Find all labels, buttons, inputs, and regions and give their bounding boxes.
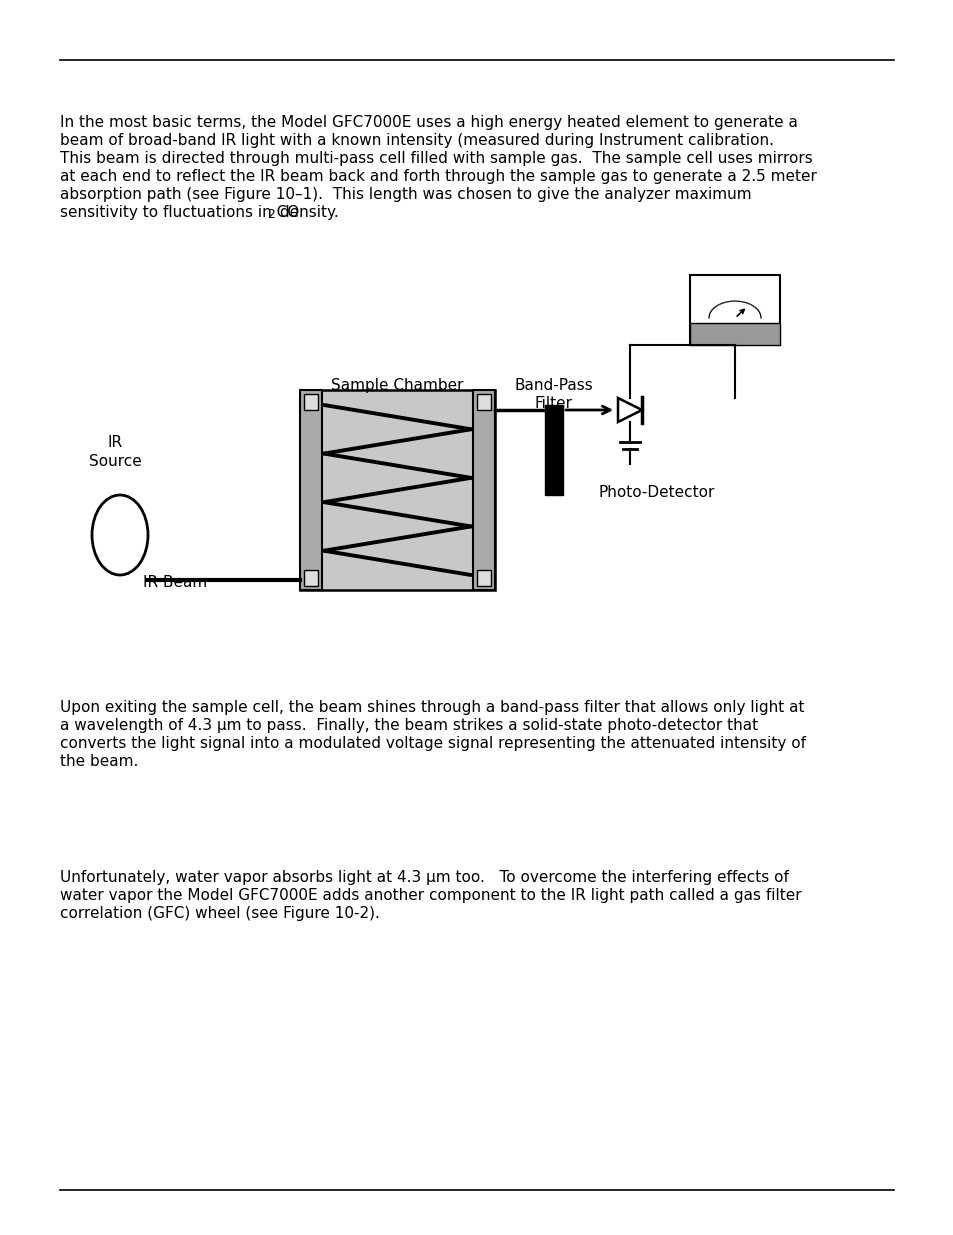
Text: Band-Pass: Band-Pass [514,378,593,393]
Text: correlation (GFC) wheel (see Figure 10-2).: correlation (GFC) wheel (see Figure 10-2… [60,906,379,921]
Text: In the most basic terms, the Model GFC7000E uses a high energy heated element to: In the most basic terms, the Model GFC70… [60,115,797,130]
Polygon shape [618,398,641,422]
Bar [304,394,317,410]
Text: Unfortunately, water vapor absorbs light at 4.3 μm too.   To overcome the interf: Unfortunately, water vapor absorbs light… [60,869,788,885]
Text: 2: 2 [267,207,274,221]
Text: Upon exiting the sample cell, the beam shines through a band-pass filter that al: Upon exiting the sample cell, the beam s… [60,700,803,715]
Bar [544,405,562,495]
Text: a wavelength of 4.3 μm to pass.  Finally, the beam strikes a solid-state photo-d: a wavelength of 4.3 μm to pass. Finally,… [60,718,758,734]
Bar [299,390,495,590]
Text: Sample Chamber: Sample Chamber [331,378,463,393]
Text: Photo-Detector: Photo-Detector [598,485,715,500]
Text: beam of broad-band IR light with a known intensity (measured during Instrument c: beam of broad-band IR light with a known… [60,133,773,148]
Bar [304,571,317,585]
Ellipse shape [91,495,148,576]
Text: IR
Source: IR Source [89,435,141,468]
Text: IR Beam: IR Beam [143,576,207,590]
Bar [476,394,491,410]
Text: density.: density. [274,205,338,220]
Text: converts the light signal into a modulated voltage signal representing the atten: converts the light signal into a modulat… [60,736,805,751]
Text: water vapor the Model GFC7000E adds another component to the IR light path calle: water vapor the Model GFC7000E adds anot… [60,888,801,903]
Text: the beam.: the beam. [60,755,138,769]
Text: Filter: Filter [535,396,573,411]
Text: This beam is directed through multi-pass cell filled with sample gas.  The sampl: This beam is directed through multi-pass… [60,151,812,165]
Bar [473,390,495,590]
Text: absorption path (see Figure 10–1).  This length was chosen to give the analyzer : absorption path (see Figure 10–1). This … [60,186,751,203]
Bar [689,324,780,345]
Text: at each end to reflect the IR beam back and forth through the sample gas to gene: at each end to reflect the IR beam back … [60,169,816,184]
Text: sensitivity to fluctuations in CO: sensitivity to fluctuations in CO [60,205,299,220]
Bar [299,390,322,590]
Bar [689,275,780,345]
Bar [476,571,491,585]
